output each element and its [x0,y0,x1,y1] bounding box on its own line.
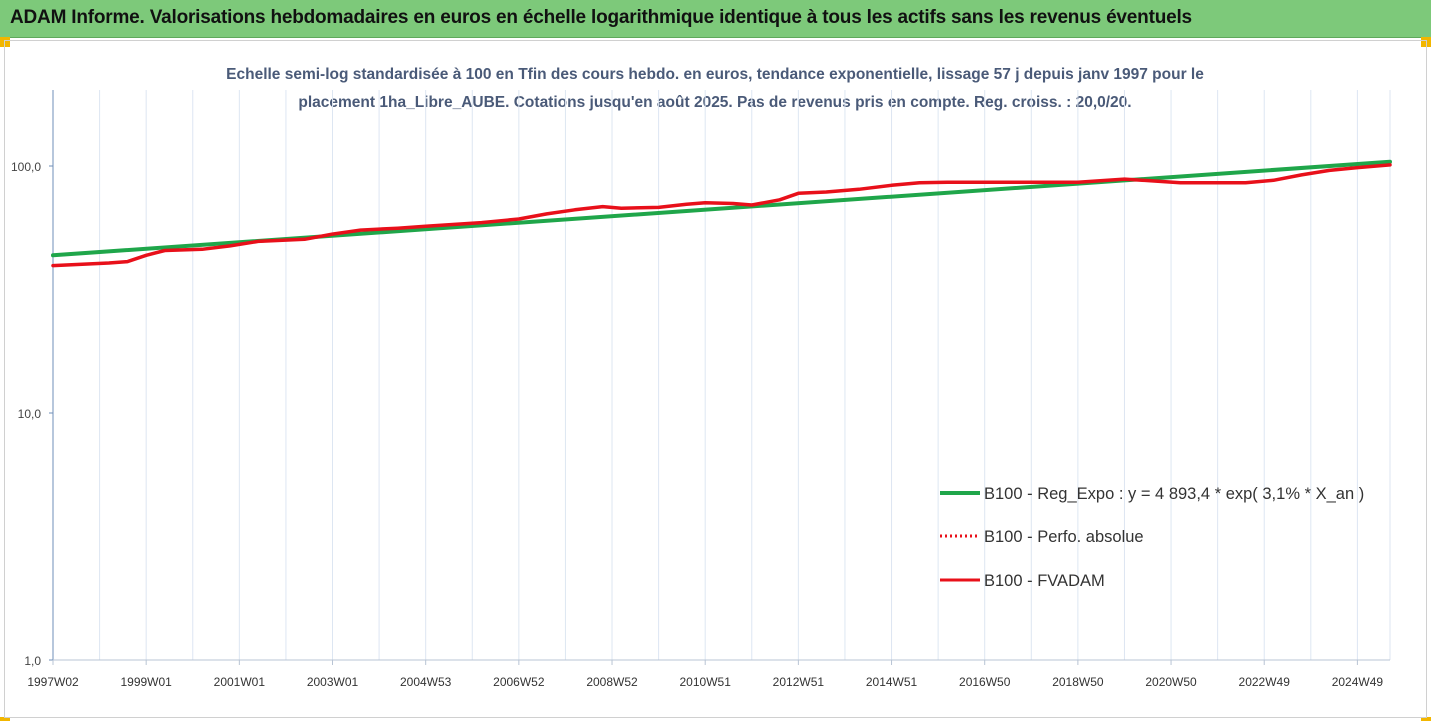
y-tick-label: 10,0 [18,407,42,421]
x-tick-label: 2018W50 [1052,675,1104,689]
y-tick-label: 100,0 [11,160,41,174]
corner-marker-bottom-left [0,717,10,721]
y-tick-label: 1,0 [24,654,41,668]
corner-marker-bottom-right [1421,717,1431,721]
series-line-1 [52,163,1391,267]
x-tick-label: 2020W50 [1145,675,1197,689]
x-tick-label: 2004W53 [400,675,452,689]
x-tick-label: 2016W50 [959,675,1011,689]
x-tick-label: 2022W49 [1239,675,1291,689]
x-tick-label: 1999W01 [120,675,172,689]
chart-title-line-2: placement 1ha_Libre_AUBE. Cotations jusq… [298,94,1132,111]
legend-label: B100 - Reg_Expo : y = 4 893,4 * exp( 3,1… [984,485,1364,503]
chart-title-line-1: Echelle semi-log standardisée à 100 en T… [226,66,1204,83]
x-tick-label: 2008W52 [586,675,638,689]
corner-marker-left [0,37,10,47]
x-tick-label: 2014W51 [866,675,918,689]
x-tick-label: 1997W02 [27,675,79,689]
x-tick-label: 2001W01 [214,675,266,689]
report-header-bar: ADAM Informe. Valorisations hebdomadaire… [0,0,1431,38]
series-line-2 [51,163,1392,268]
x-tick-label: 2003W01 [307,675,359,689]
x-tick-label: 2012W51 [773,675,825,689]
x-tick-label: 2024W49 [1332,675,1384,689]
legend-label: B100 - FVADAM [984,572,1105,590]
chart-area [4,40,1427,718]
x-tick-label: 2010W51 [680,675,732,689]
report-title: ADAM Informe. Valorisations hebdomadaire… [10,7,1192,28]
legend-label: B100 - Perfo. absolue [984,528,1144,546]
x-tick-label: 2006W52 [493,675,545,689]
